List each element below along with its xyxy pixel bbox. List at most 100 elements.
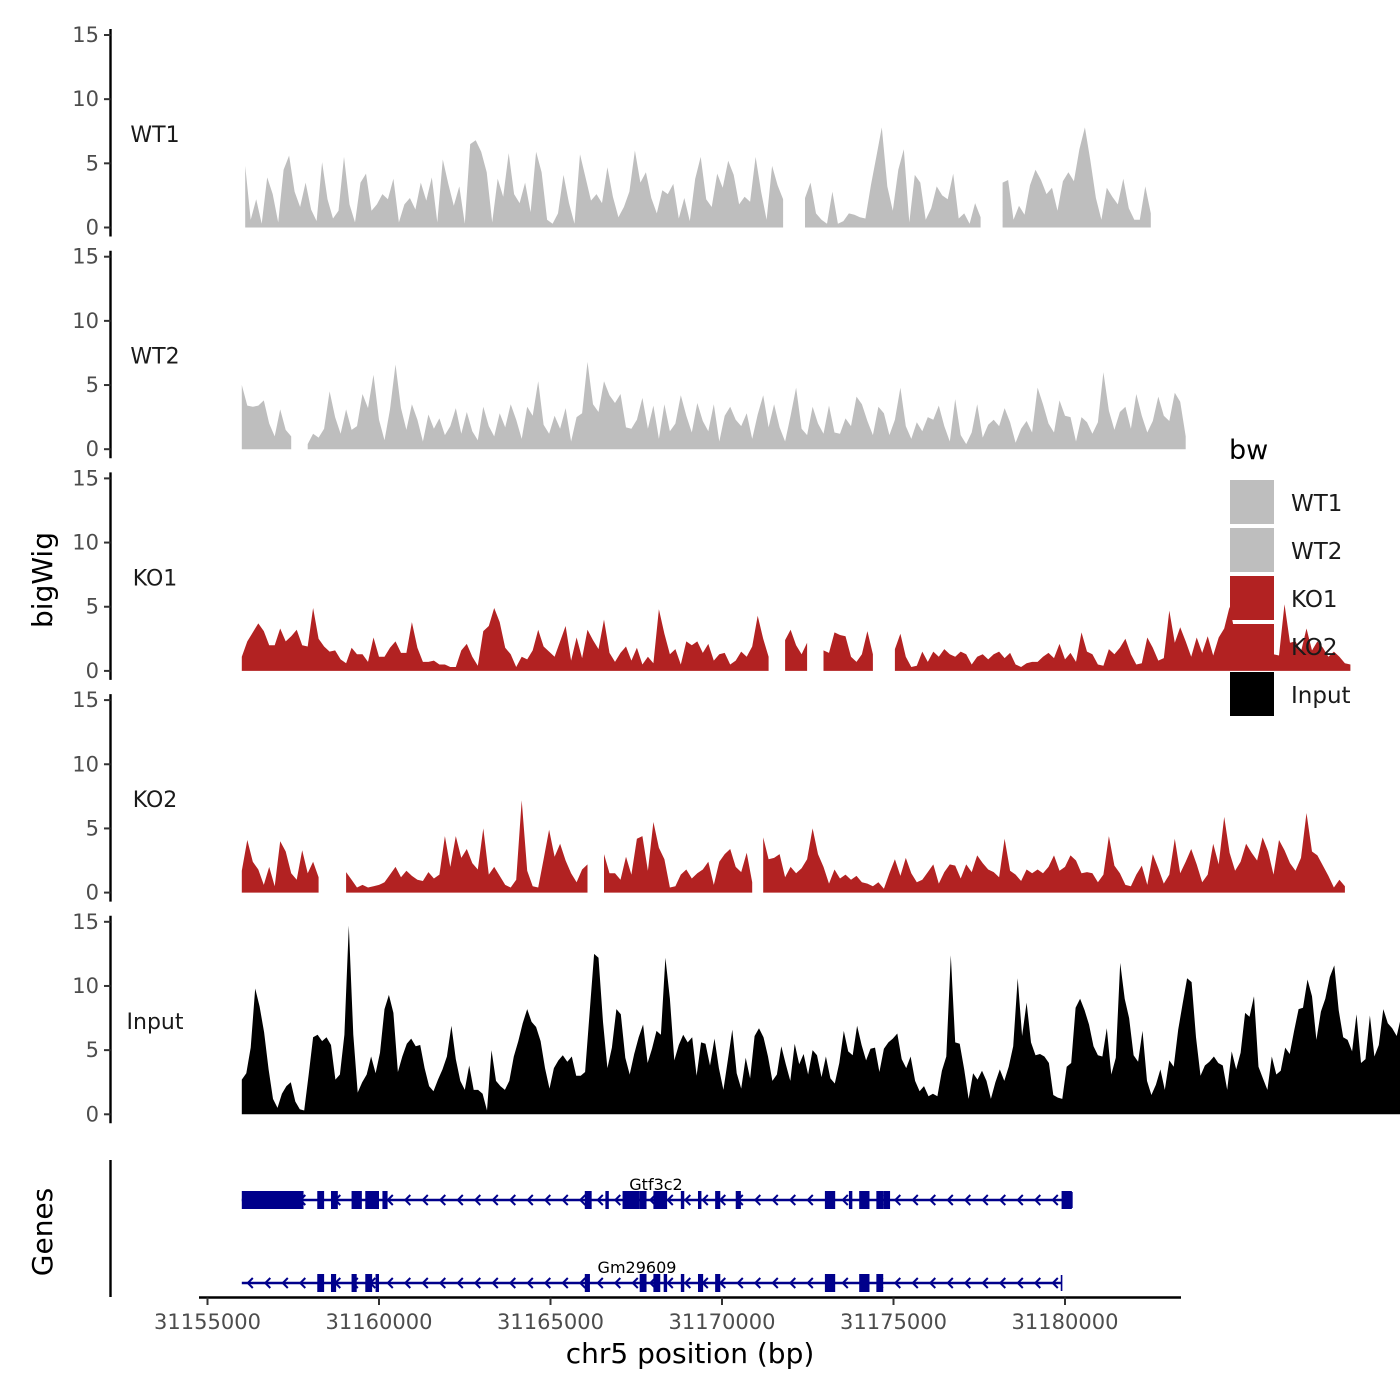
track-ko1: 0 5 10 15 KO1 bbox=[72, 466, 1351, 683]
strand-arrow bbox=[281, 1277, 289, 1289]
track-label-input: Input bbox=[127, 1010, 184, 1035]
strand-arrow bbox=[701, 1194, 709, 1206]
strand-arrow bbox=[788, 1277, 797, 1289]
strand-arrow bbox=[841, 1194, 849, 1206]
strand-arrow bbox=[981, 1194, 989, 1206]
strand-arrow bbox=[771, 1277, 779, 1289]
signal-area-ko1 bbox=[241, 604, 1351, 671]
y-tick-label-10: 10 bbox=[72, 752, 99, 776]
y-tick-label-10: 10 bbox=[72, 87, 99, 111]
legend-label-ko2: KO2 bbox=[1291, 635, 1338, 661]
exon-gtf3c2-20 bbox=[1061, 1191, 1072, 1209]
exon-gm29609-6 bbox=[639, 1274, 647, 1292]
y-axis-title: bigWig bbox=[26, 532, 59, 628]
exon-gm29609-12 bbox=[824, 1274, 836, 1292]
exon-gm29609-11 bbox=[715, 1274, 721, 1292]
track-label-wt1: WT1 bbox=[130, 123, 179, 148]
strand-arrow bbox=[928, 1194, 937, 1206]
signal-area-wt1 bbox=[245, 127, 1151, 228]
y-tick-label-10: 10 bbox=[72, 309, 99, 333]
strand-arrow bbox=[666, 1277, 674, 1289]
exon-gtf3c2-19 bbox=[883, 1191, 891, 1209]
y-tick-label-0: 0 bbox=[86, 881, 99, 905]
x-axis: 31155000 31160000 31165000 31170000 31175000… bbox=[154, 1296, 1181, 1334]
strand-arrow bbox=[403, 1277, 412, 1289]
strand-arrow bbox=[473, 1277, 482, 1289]
legend-swatch-wt1 bbox=[1230, 480, 1274, 524]
exon-gm29609-9 bbox=[680, 1274, 685, 1292]
y-tick-label-15: 15 bbox=[72, 245, 99, 269]
y-tick-label-5: 5 bbox=[86, 816, 99, 840]
exon-gtf3c2-14 bbox=[735, 1191, 741, 1209]
exon-gm29609-14 bbox=[876, 1274, 884, 1292]
exon-gtf3c2-8 bbox=[622, 1191, 640, 1209]
x-axis-title: chr5 position (bp) bbox=[566, 1337, 815, 1370]
legend: bw WT1 WT2 KO1 KO2 Input bbox=[1229, 435, 1351, 716]
x-tick-label-31165000: 31165000 bbox=[497, 1310, 604, 1334]
strand-arrow bbox=[981, 1277, 989, 1289]
strand-arrow bbox=[596, 1277, 604, 1289]
legend-swatch-wt2 bbox=[1230, 528, 1274, 572]
strand-arrow bbox=[946, 1277, 954, 1289]
strand-arrow bbox=[963, 1277, 972, 1289]
gene-gtf3c2: Gtf3c2 bbox=[241, 1175, 1073, 1209]
exon-gtf3c2-12 bbox=[697, 1191, 702, 1209]
strand-arrow bbox=[788, 1194, 797, 1206]
exon-gtf3c2-13 bbox=[715, 1191, 721, 1209]
exon-gtf3c2-4 bbox=[365, 1191, 379, 1209]
y-tick-label-5: 5 bbox=[86, 373, 99, 397]
strand-arrow bbox=[456, 1194, 464, 1206]
x-tick-label-31175000: 31175000 bbox=[840, 1310, 947, 1334]
strand-arrow bbox=[508, 1194, 517, 1206]
strand-arrow bbox=[1033, 1194, 1042, 1206]
strand-arrow bbox=[473, 1194, 482, 1206]
signal-area-input bbox=[241, 925, 1400, 1115]
y-tick-label-15: 15 bbox=[72, 910, 99, 934]
y-tick-label-5: 5 bbox=[86, 151, 99, 175]
exon-gm29609-2 bbox=[351, 1274, 357, 1292]
track-label-wt2: WT2 bbox=[130, 345, 179, 370]
track-label-ko2: KO2 bbox=[133, 788, 178, 813]
track-wt1: 0 5 10 15 WT1 bbox=[72, 23, 1151, 240]
track-input: 0 5 10 15 Input bbox=[72, 910, 1400, 1126]
strand-arrow bbox=[998, 1277, 1007, 1289]
signal-area-wt2 bbox=[241, 361, 1186, 450]
gene-panel: Gtf3c2 Gm29609 bbox=[109, 1160, 1073, 1297]
strand-arrow bbox=[631, 1277, 639, 1289]
exon-gtf3c2-11 bbox=[680, 1191, 685, 1209]
gene-panel-title: Genes bbox=[26, 1188, 59, 1276]
exon-gm29609-3 bbox=[365, 1274, 373, 1292]
strand-arrow bbox=[403, 1194, 412, 1206]
strand-arrow bbox=[893, 1194, 902, 1206]
track-label-ko1: KO1 bbox=[133, 566, 178, 591]
gene-label-gtf3c2: Gtf3c2 bbox=[629, 1175, 682, 1194]
exon-gtf3c2-7 bbox=[605, 1191, 609, 1209]
exon-gtf3c2-5 bbox=[382, 1191, 388, 1209]
exon-gm29609-13 bbox=[859, 1274, 870, 1292]
exon-gtf3c2-3 bbox=[351, 1191, 362, 1209]
strand-arrow bbox=[526, 1277, 534, 1289]
legend-swatch-ko1 bbox=[1230, 576, 1274, 620]
exon-gtf3c2-1 bbox=[317, 1191, 325, 1209]
strand-arrow bbox=[543, 1194, 552, 1206]
strand-arrow bbox=[753, 1277, 762, 1289]
strand-arrow bbox=[946, 1194, 954, 1206]
exon-gtf3c2-16 bbox=[848, 1191, 853, 1209]
strand-arrow bbox=[893, 1277, 902, 1289]
x-tick-label-31160000: 31160000 bbox=[326, 1310, 433, 1334]
strand-arrow bbox=[298, 1277, 307, 1289]
legend-swatch-input bbox=[1230, 672, 1274, 716]
strand-arrow bbox=[263, 1277, 272, 1289]
strand-arrow bbox=[526, 1194, 534, 1206]
strand-arrow bbox=[753, 1194, 762, 1206]
legend-title: bw bbox=[1229, 435, 1268, 466]
strand-arrow bbox=[771, 1194, 779, 1206]
strand-arrow bbox=[998, 1194, 1007, 1206]
strand-arrow bbox=[928, 1277, 937, 1289]
strand-arrow bbox=[1051, 1194, 1059, 1206]
strand-arrow bbox=[911, 1277, 919, 1289]
y-tick-label-0: 0 bbox=[86, 1102, 99, 1126]
x-tick-label-31180000: 31180000 bbox=[1012, 1310, 1119, 1334]
legend-label-wt2: WT2 bbox=[1291, 539, 1342, 565]
legend-label-ko1: KO1 bbox=[1291, 587, 1338, 613]
